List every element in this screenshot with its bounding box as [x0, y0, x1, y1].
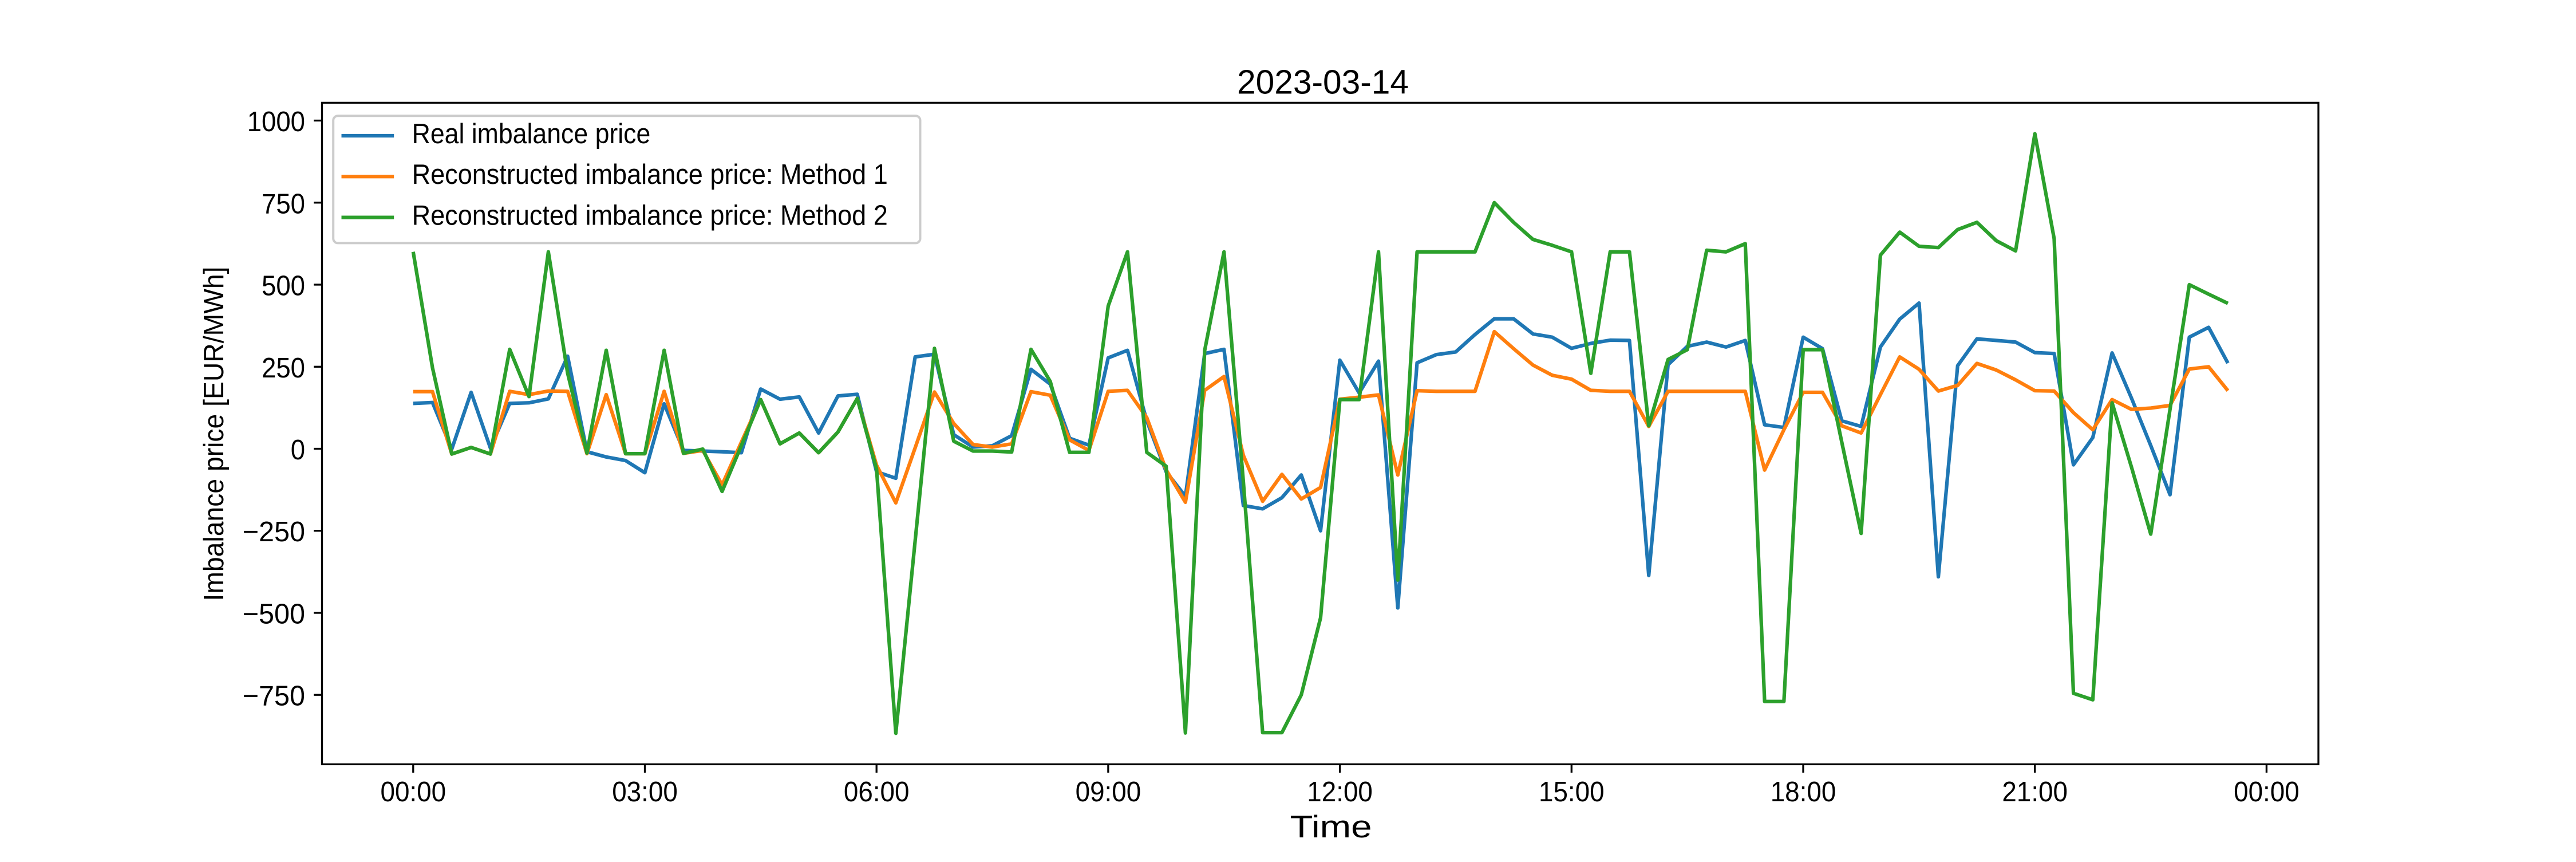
svg-text:00:00: 00:00	[381, 776, 447, 808]
svg-text:Time: Time	[1290, 809, 1372, 844]
svg-text:09:00: 09:00	[1076, 776, 1141, 808]
svg-text:1000: 1000	[247, 106, 305, 137]
svg-text:06:00: 06:00	[844, 776, 910, 808]
svg-text:Reconstructed imbalance price:: Reconstructed imbalance price: Method 2	[412, 199, 888, 231]
svg-text:00:00: 00:00	[2234, 776, 2300, 808]
svg-text:Real imbalance price: Real imbalance price	[412, 118, 651, 149]
svg-text:21:00: 21:00	[2002, 776, 2068, 808]
svg-text:03:00: 03:00	[612, 776, 678, 808]
svg-text:750: 750	[262, 188, 305, 219]
svg-text:Imbalance price [EUR/MWh]: Imbalance price [EUR/MWh]	[198, 267, 230, 601]
svg-text:−500: −500	[243, 599, 305, 630]
svg-text:500: 500	[262, 270, 305, 302]
svg-text:250: 250	[262, 352, 305, 384]
svg-text:12:00: 12:00	[1307, 776, 1373, 808]
svg-text:−250: −250	[243, 516, 305, 548]
svg-text:18:00: 18:00	[1771, 776, 1836, 808]
svg-text:−750: −750	[243, 680, 305, 712]
svg-text:0: 0	[291, 434, 305, 466]
svg-text:15:00: 15:00	[1539, 776, 1605, 808]
svg-text:2023-03-14: 2023-03-14	[1237, 63, 1409, 101]
svg-text:Reconstructed imbalance price:: Reconstructed imbalance price: Method 1	[412, 159, 888, 190]
